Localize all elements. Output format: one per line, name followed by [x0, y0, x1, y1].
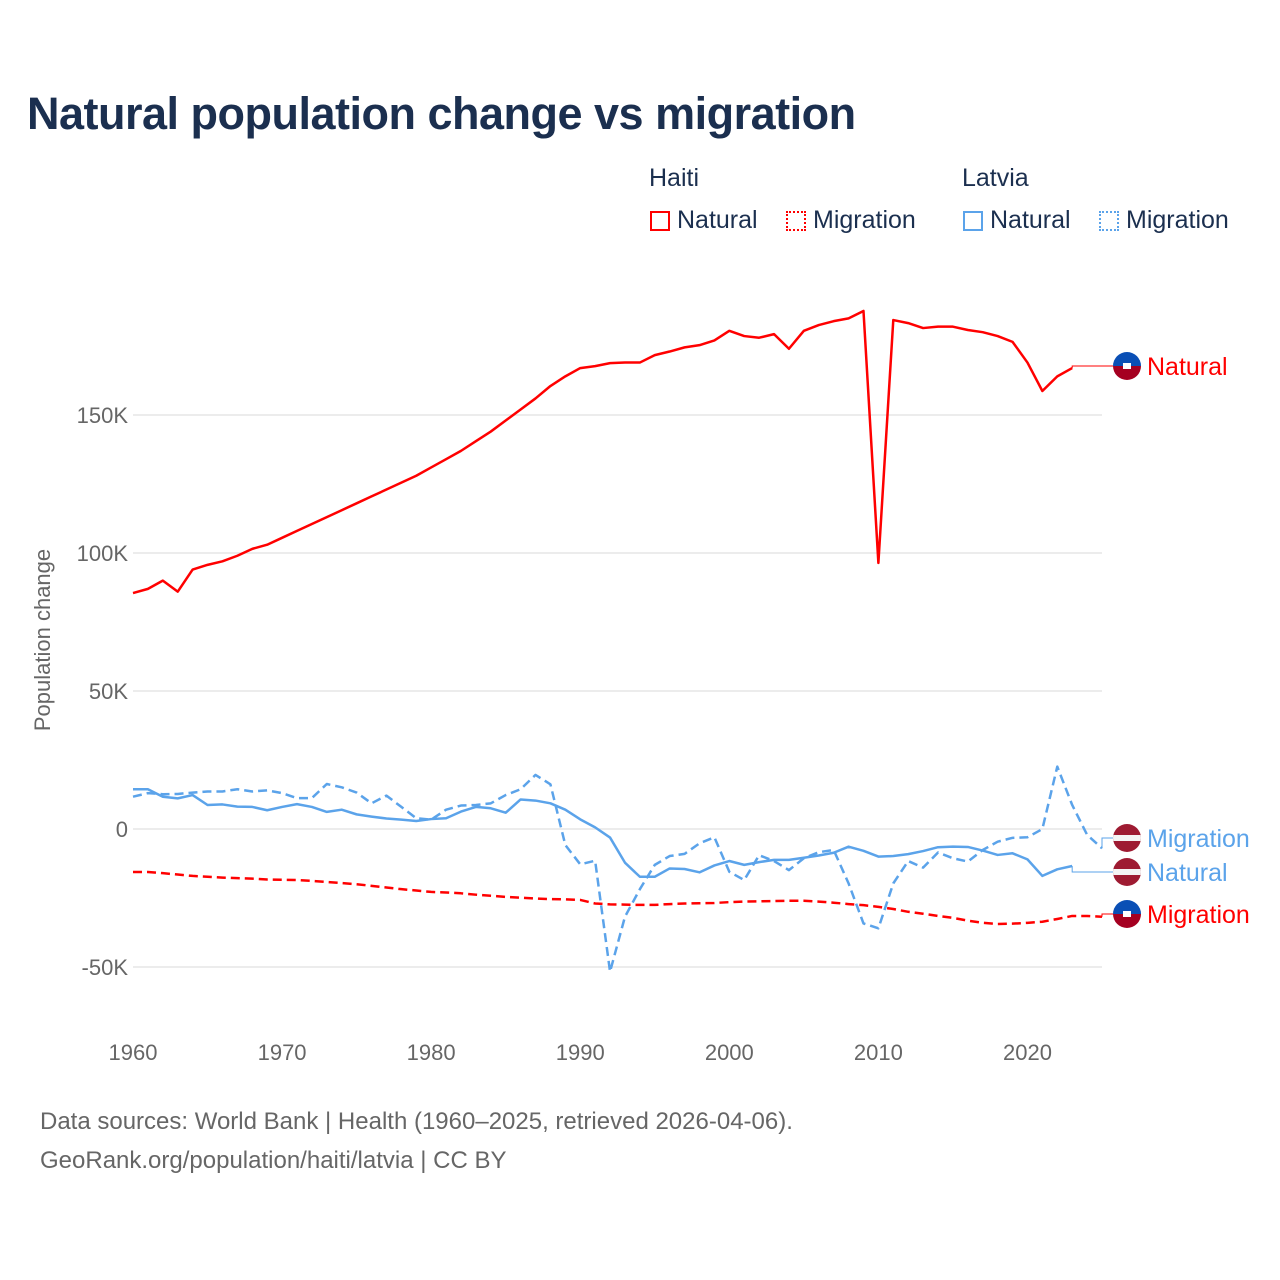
haiti-flag-icon [1113, 900, 1141, 928]
latvia-flag-icon [1113, 824, 1141, 852]
label-connector [1071, 865, 1113, 873]
legend-swatch-solid-icon [650, 210, 670, 231]
series-line-haiti-natural [132, 309, 1073, 595]
legend-label: Migration [813, 206, 916, 234]
y-tick-label: 150K [77, 403, 129, 428]
label-connector [1071, 365, 1113, 369]
end-label-haiti-natural: Natural [1147, 353, 1228, 381]
end-label-latvia-migration: Migration [1147, 825, 1250, 853]
x-tick-label: 1980 [407, 1040, 456, 1065]
footer-sources: Data sources: World Bank | Health (1960–… [40, 1108, 793, 1135]
series-line-haiti-migration [133, 870, 1103, 926]
legend-label: Natural [990, 206, 1071, 234]
y-tick-label: 50K [89, 679, 128, 704]
y-tick-label: -50K [82, 955, 129, 980]
series-line-latvia-natural [133, 788, 1073, 878]
legend-group-haiti: Haiti [649, 164, 700, 192]
haiti-flag-icon [1113, 352, 1141, 380]
x-tick-label: 1970 [258, 1040, 307, 1065]
legend-swatch-solid-icon [963, 210, 983, 231]
series-line-latvia-migration [132, 765, 1103, 973]
y-tick-label: 100K [77, 541, 129, 566]
legend-latvia-natural[interactable]: Natural [963, 206, 1071, 235]
legend-latvia-migration[interactable]: Migration [1099, 206, 1229, 235]
x-tick-label: 2010 [854, 1040, 903, 1065]
latvia-flag-icon [1113, 858, 1141, 886]
label-connector [1101, 837, 1113, 849]
legend-haiti-natural[interactable]: Natural [650, 206, 758, 235]
legend-label: Natural [677, 206, 758, 234]
end-label-latvia-natural: Natural [1147, 859, 1228, 887]
label-connector [1101, 913, 1113, 917]
x-tick-label: 2020 [1003, 1040, 1052, 1065]
legend-label: Migration [1126, 206, 1229, 234]
legend-haiti-migration[interactable]: Migration [786, 206, 916, 235]
x-tick-label: 2000 [705, 1040, 754, 1065]
x-tick-label: 1990 [556, 1040, 605, 1065]
chart-title: Natural population change vs migration [27, 88, 856, 139]
footer-attribution[interactable]: GeoRank.org/population/haiti/latvia | CC… [40, 1147, 507, 1174]
x-tick-label: 1960 [109, 1040, 158, 1065]
y-axis-label: Population change [30, 549, 55, 731]
legend-swatch-dotted-icon [1099, 210, 1119, 231]
y-tick-label: 0 [116, 817, 128, 842]
legend-swatch-dotted-icon [786, 210, 806, 231]
legend-group-latvia: Latvia [962, 164, 1029, 192]
end-label-haiti-migration: Migration [1147, 901, 1250, 929]
